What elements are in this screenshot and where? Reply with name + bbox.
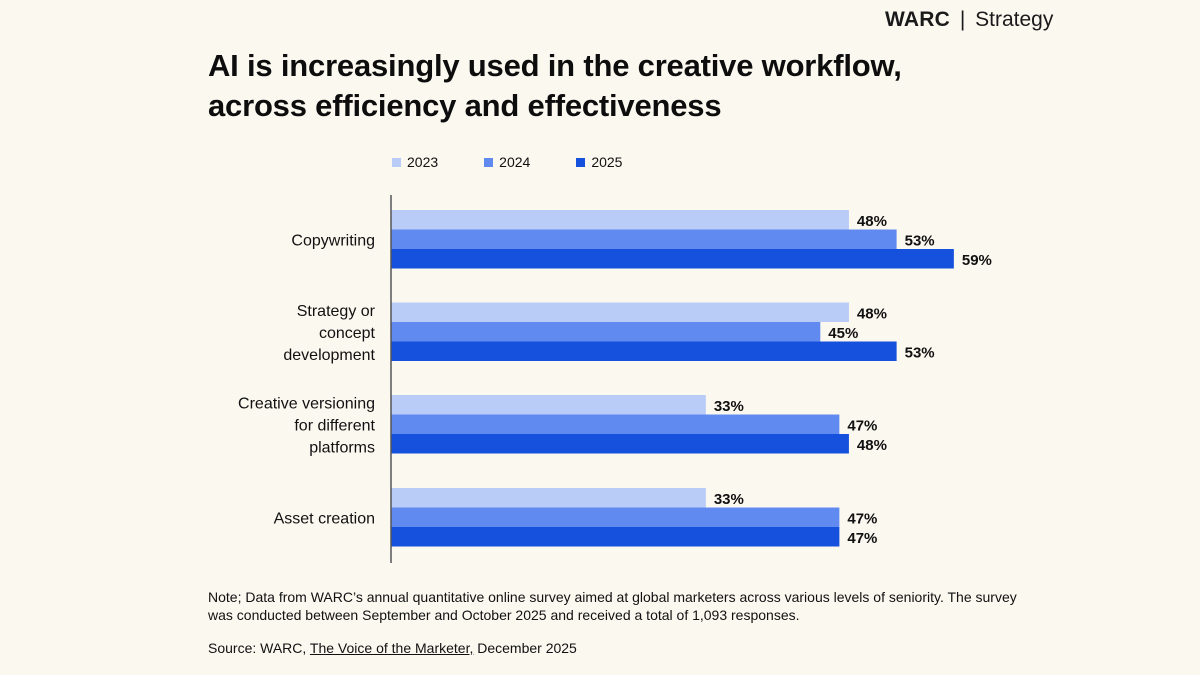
bar-2025-3: [391, 527, 840, 547]
category-label-line: development: [283, 347, 375, 364]
chart-source: Source: WARC, The Voice of the Marketer,…: [208, 640, 577, 656]
category-label-line: Creative versioning: [238, 395, 375, 412]
source-prefix: Source: WARC,: [208, 640, 310, 656]
value-label-2023-0: 48%: [857, 213, 887, 230]
bar-2024-2: [391, 414, 840, 434]
value-label-2025-1: 53%: [905, 344, 935, 361]
category-label-1: Strategy or concept development: [283, 303, 375, 364]
bar-2024-3: [391, 507, 840, 527]
brand-name: WARC: [885, 8, 950, 31]
brand-section: Strategy: [975, 8, 1054, 31]
bar-2023-0: [391, 210, 849, 230]
value-label-2024-0: 53%: [905, 232, 935, 249]
legend-label-2025: 2025: [591, 154, 623, 170]
legend-item-2023: 2023: [392, 154, 438, 170]
bar-2025-1: [391, 341, 897, 361]
value-label-2023-2: 33%: [714, 398, 744, 415]
bar-2025-2: [391, 434, 849, 454]
legend-swatch-2023: [392, 157, 401, 167]
legend-label-2023: 2023: [407, 154, 439, 170]
value-label-2025-0: 59%: [962, 252, 992, 269]
chart-legend: 2023 2024 2025: [392, 154, 668, 170]
category-label-2: Creative versioning for different platform…: [238, 395, 376, 456]
chart-title-line-2: across efficiency and effectiveness: [208, 88, 722, 123]
bar-2025-0: [391, 249, 954, 269]
category-label-line: concept: [319, 325, 376, 342]
category-label-0: Copywriting: [291, 232, 375, 249]
category-label-line: Copywriting: [291, 232, 375, 249]
value-label-2023-1: 48%: [857, 305, 887, 322]
legend-swatch-2025: [576, 157, 586, 167]
category-label-line: platforms: [309, 439, 375, 456]
brand-separator: |: [959, 8, 966, 31]
value-label-2023-3: 33%: [714, 491, 744, 508]
chart-note: Note; Data from WARC’s annual quantitati…: [208, 589, 1017, 623]
brand-logo: WARC | Strategy: [885, 8, 1053, 32]
bar-2024-1: [391, 322, 821, 342]
bar-2023-2: [391, 395, 706, 415]
value-label-2025-2: 48%: [857, 437, 887, 454]
category-label-line: Asset creation: [274, 510, 375, 527]
value-label-2024-3: 47%: [847, 510, 877, 527]
bar-2024-0: [391, 229, 897, 249]
legend-item-2025: 2025: [576, 154, 622, 170]
category-label-3: Asset creation: [274, 510, 375, 527]
source-link[interactable]: The Voice of the Marketer,: [309, 640, 474, 656]
legend-swatch-2024: [484, 157, 494, 167]
bar-2023-3: [391, 488, 706, 508]
legend-item-2024: 2024: [484, 154, 530, 170]
chart-title-line-1: AI is increasingly used in the creative …: [208, 48, 902, 83]
legend-label-2024: 2024: [499, 154, 531, 170]
category-label-line: for different: [294, 417, 375, 434]
category-label-line: Strategy or: [297, 303, 376, 320]
value-label-2024-2: 47%: [847, 417, 877, 434]
bar-2023-1: [391, 302, 849, 322]
value-label-2024-1: 45%: [828, 325, 858, 342]
value-label-2025-3: 47%: [847, 530, 877, 547]
chart-title: AI is increasingly used in the creative …: [208, 46, 902, 126]
source-suffix: December 2025: [473, 640, 577, 656]
